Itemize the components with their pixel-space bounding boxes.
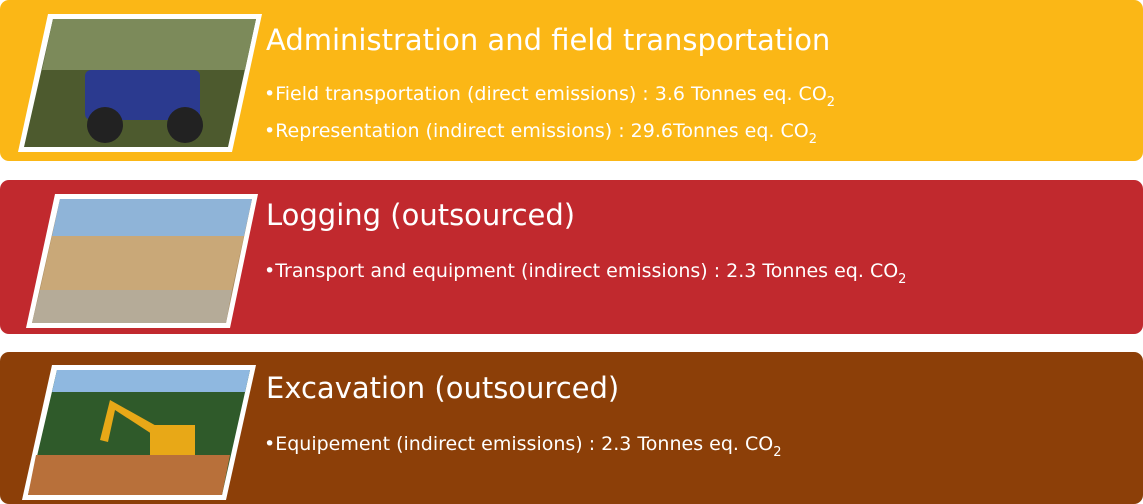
bullet-text: •Transport and equipment (indirect emiss… bbox=[264, 260, 898, 282]
photo bbox=[26, 194, 258, 328]
subscript: 2 bbox=[809, 132, 817, 147]
photo bbox=[18, 14, 262, 152]
section-title: Logging (outsourced) bbox=[266, 198, 575, 232]
photo bbox=[22, 365, 256, 500]
section-title: Excavation (outsourced) bbox=[266, 371, 619, 405]
subscript: 2 bbox=[827, 95, 835, 110]
subscript: 2 bbox=[773, 445, 781, 460]
page: Administration and field transportation … bbox=[0, 0, 1143, 504]
section-title: Administration and field transportation bbox=[266, 23, 830, 57]
bullet-text: •Equipement (indirect emissions) : 2.3 T… bbox=[264, 433, 773, 455]
bullet-text: •Representation (indirect emissions) : 2… bbox=[264, 120, 809, 142]
subscript: 2 bbox=[898, 272, 906, 287]
bullet-text: •Field transportation (direct emissions)… bbox=[264, 83, 827, 105]
